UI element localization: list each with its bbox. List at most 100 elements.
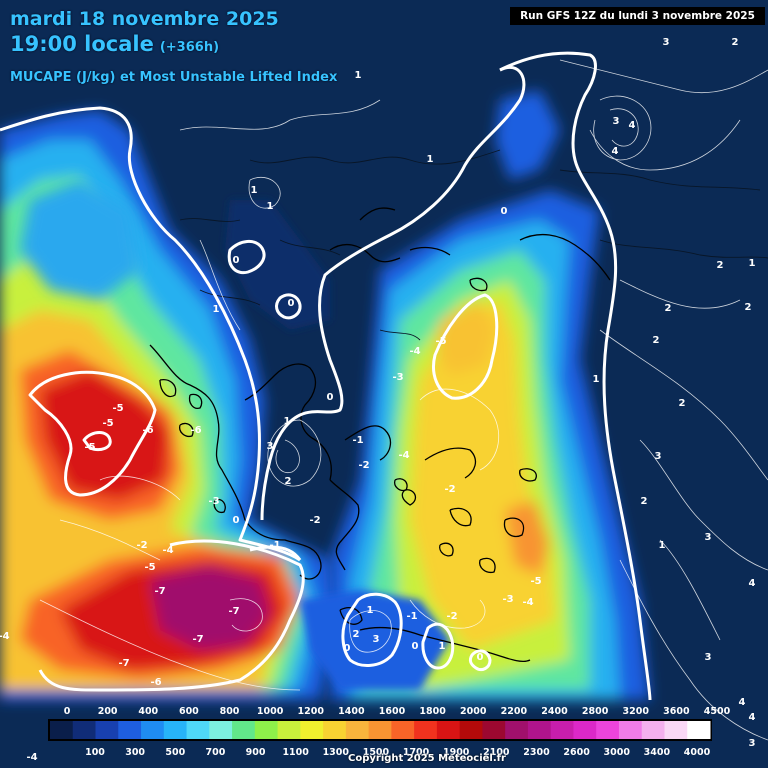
- li-label: 1: [427, 154, 434, 165]
- li-label: -3: [392, 372, 403, 383]
- li-label: 4: [629, 120, 636, 131]
- li-label: 3: [267, 441, 274, 452]
- colorbar-top-label: 1600: [379, 706, 406, 717]
- colorbar: 0 200 400 600 800 1000 1200 1400 1600 1800 2000 220…: [48, 706, 731, 758]
- cape-field-east: [330, 190, 650, 700]
- colorbar-swatch: [95, 721, 119, 739]
- li-label: -1: [269, 540, 280, 551]
- colorbar-bottom-label: 500: [165, 747, 185, 758]
- colorbar-swatch: [345, 721, 370, 739]
- li-label: 0: [233, 255, 240, 266]
- li-label: 3: [655, 451, 662, 462]
- colorbar-swatch: [596, 721, 620, 739]
- colorbar-swatch: [391, 721, 415, 739]
- colorbar-top-label: 2000: [460, 706, 487, 717]
- li-label: 4: [739, 697, 746, 708]
- li-zero-contours: [0, 51, 652, 701]
- li-label: -5: [84, 442, 95, 453]
- colorbar-bottom-label: 900: [246, 747, 266, 758]
- colorbar-swatch: [459, 721, 483, 739]
- colorbar-swatch: [414, 721, 438, 739]
- li-label: 3: [705, 652, 712, 663]
- colorbar-top-label: 600: [179, 706, 199, 717]
- forecast-date: mardi 18 novembre 2025: [10, 8, 279, 30]
- li-label: 2: [353, 629, 360, 640]
- colorbar-swatch: [618, 721, 643, 739]
- li-label: 0: [344, 643, 351, 654]
- colorbar-swatch: [527, 721, 552, 739]
- li-label: 3: [613, 116, 620, 127]
- li-label: 3: [663, 37, 670, 48]
- li-label: 2: [745, 302, 752, 313]
- parameter-title: MUCAPE (J/kg) et Most Unstable Lifted In…: [10, 70, 338, 85]
- li-label: 0: [233, 515, 240, 526]
- colorbar-top-label: 400: [138, 706, 158, 717]
- li-label: -1: [406, 611, 417, 622]
- forecast-time-text: 19:00 locale: [10, 32, 154, 56]
- colorbar-bottom-label: 100: [85, 747, 105, 758]
- li-label: -5: [102, 418, 113, 429]
- li-label: 1: [367, 605, 374, 616]
- forecast-time: 19:00 locale (+366h): [10, 32, 219, 56]
- li-label: 1: [593, 374, 600, 385]
- colorbar-bottom-label: 2300: [523, 747, 550, 758]
- li-label: 2: [717, 260, 724, 271]
- li-label: -4: [26, 752, 37, 763]
- li-label: 1: [439, 641, 446, 652]
- colorbar-swatch: [186, 721, 210, 739]
- colorbar-bottom-label: 2600: [563, 747, 590, 758]
- li-label: 4: [749, 712, 756, 723]
- li-label: -6: [150, 677, 161, 688]
- li-label: 1: [659, 540, 666, 551]
- borders: [179, 149, 768, 341]
- li-label: -6: [142, 425, 153, 436]
- colorbar-swatch: [687, 721, 711, 739]
- li-label: -2: [309, 515, 320, 526]
- colorbar-bottom-label: 1100: [282, 747, 309, 758]
- colorbar-bottom-label: 3400: [644, 747, 671, 758]
- cape-field-west: [0, 110, 340, 700]
- li-label: -7: [228, 606, 239, 617]
- colorbar-top-label: 4500: [704, 706, 731, 717]
- colorbar-swatch: [209, 721, 233, 739]
- colorbar-bottom-label: 1300: [323, 747, 350, 758]
- colorbar-bottom-label: 2100: [483, 747, 510, 758]
- li-contours: [39, 59, 768, 741]
- li-label: -3: [208, 496, 219, 507]
- colorbar-swatch: [50, 721, 74, 739]
- colorbar-swatch: [482, 721, 506, 739]
- li-label: -3: [502, 594, 513, 605]
- forecast-lead-time: (+366h): [159, 40, 220, 55]
- li-label: 4: [749, 578, 756, 589]
- li-label: 2: [285, 476, 292, 487]
- li-label: 3: [749, 738, 756, 749]
- copyright: Copyright 2025 Meteociel.fr: [348, 753, 506, 764]
- colorbar-swatch: [550, 721, 574, 739]
- li-label: 1: [213, 304, 220, 315]
- li-label: -7: [118, 658, 129, 669]
- li-label: -7: [192, 634, 203, 645]
- colorbar-swatch: [232, 721, 256, 739]
- colorbar-top-label: 3600: [663, 706, 690, 717]
- li-label: -4: [0, 631, 10, 642]
- colorbar-top-label: 1800: [419, 706, 446, 717]
- colorbar-bottom-labels: 100 300 500 700 900 1100 1300 1500 1700 1900 2100 2…: [85, 747, 711, 758]
- colorbar-swatch: [254, 721, 279, 739]
- li-label: -5: [435, 336, 446, 347]
- li-label: 0: [412, 641, 419, 652]
- colorbar-swatch: [72, 721, 97, 739]
- li-label: 2: [732, 37, 739, 48]
- colorbar-top-label: 800: [220, 706, 240, 717]
- li-label: -2: [136, 540, 147, 551]
- colorbar-swatch: [436, 721, 461, 739]
- colorbar-swatch: [323, 721, 347, 739]
- run-info: Run GFS 12Z du lundi 3 novembre 2025: [510, 7, 765, 25]
- li-label: 0: [477, 652, 484, 663]
- li-label: 1: [251, 185, 258, 196]
- li-label: -1: [352, 435, 363, 446]
- li-label: 2: [653, 335, 660, 346]
- colorbar-top-label: 200: [98, 706, 118, 717]
- li-label: 3: [705, 532, 712, 543]
- coastlines: [149, 207, 611, 662]
